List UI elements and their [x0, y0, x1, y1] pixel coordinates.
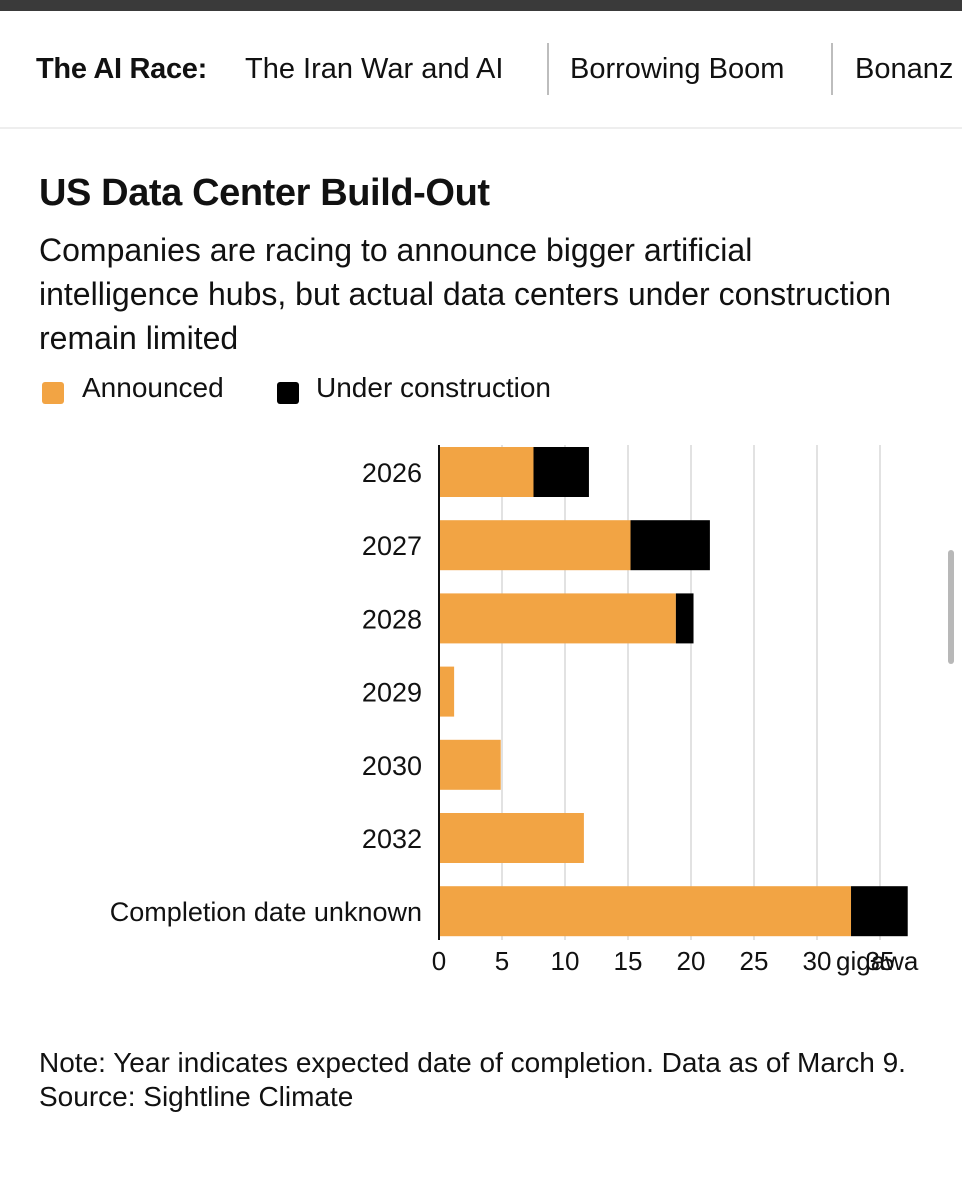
category-label: 2027 [362, 531, 422, 561]
nav-item-bonanza[interactable]: Bonanz [855, 53, 954, 85]
bar-announced [439, 739, 501, 790]
legend-swatch-under-construction [277, 382, 299, 404]
legend-label-under-construction: Under construction [316, 372, 552, 403]
source-text: Source: Sightline Climate [39, 1081, 354, 1112]
bar-under-construction [533, 447, 589, 497]
chart-subtitle: Companies are racing to announce bigger … [39, 232, 892, 356]
category-label: 2030 [362, 751, 422, 781]
bar-under-construction [630, 520, 710, 571]
nav-separator [831, 43, 833, 95]
x-tick-label: 35 [866, 946, 895, 976]
x-tick-label: 25 [740, 946, 769, 976]
legend-swatch-announced [42, 382, 64, 404]
chart-title: US Data Center Build-Out [39, 172, 490, 214]
x-tick-label: 5 [495, 946, 509, 976]
category-label: 2028 [362, 604, 422, 634]
x-unit-label: gigawa [836, 946, 919, 976]
top-bar [0, 0, 962, 11]
nav-separator [547, 43, 549, 95]
bar-announced [439, 447, 534, 497]
category-label: 2026 [362, 458, 422, 488]
scrollbar[interactable] [948, 550, 954, 664]
note-text: Note: Year indicates expected date of co… [39, 1047, 906, 1078]
x-tick-label: 0 [432, 946, 446, 976]
topic-nav: The AI Race: The Iran War and AI Borrowi… [0, 11, 962, 129]
bar-under-construction [675, 593, 694, 644]
bar-announced [439, 886, 852, 937]
bar-announced [439, 520, 631, 571]
nav-item-iran-war[interactable]: The Iran War and AI [245, 53, 504, 85]
x-tick-label: 15 [614, 946, 643, 976]
bar-announced [439, 666, 455, 717]
x-tick-label: 20 [677, 946, 706, 976]
category-label: Completion date unknown [110, 897, 422, 927]
chart-note: Note: Year indicates expected date of co… [39, 1046, 919, 1114]
x-tick-label: 10 [551, 946, 580, 976]
category-label: 2029 [362, 678, 422, 708]
x-tick-label: 30 [803, 946, 832, 976]
bar-announced [439, 593, 676, 644]
bar-under-construction [851, 886, 908, 937]
bar-announced [439, 813, 584, 863]
legend-label-announced: Announced [82, 372, 224, 403]
nav-label: The AI Race: [36, 53, 207, 85]
category-label: 2032 [362, 824, 422, 854]
nav-item-borrowing-boom[interactable]: Borrowing Boom [570, 53, 785, 85]
